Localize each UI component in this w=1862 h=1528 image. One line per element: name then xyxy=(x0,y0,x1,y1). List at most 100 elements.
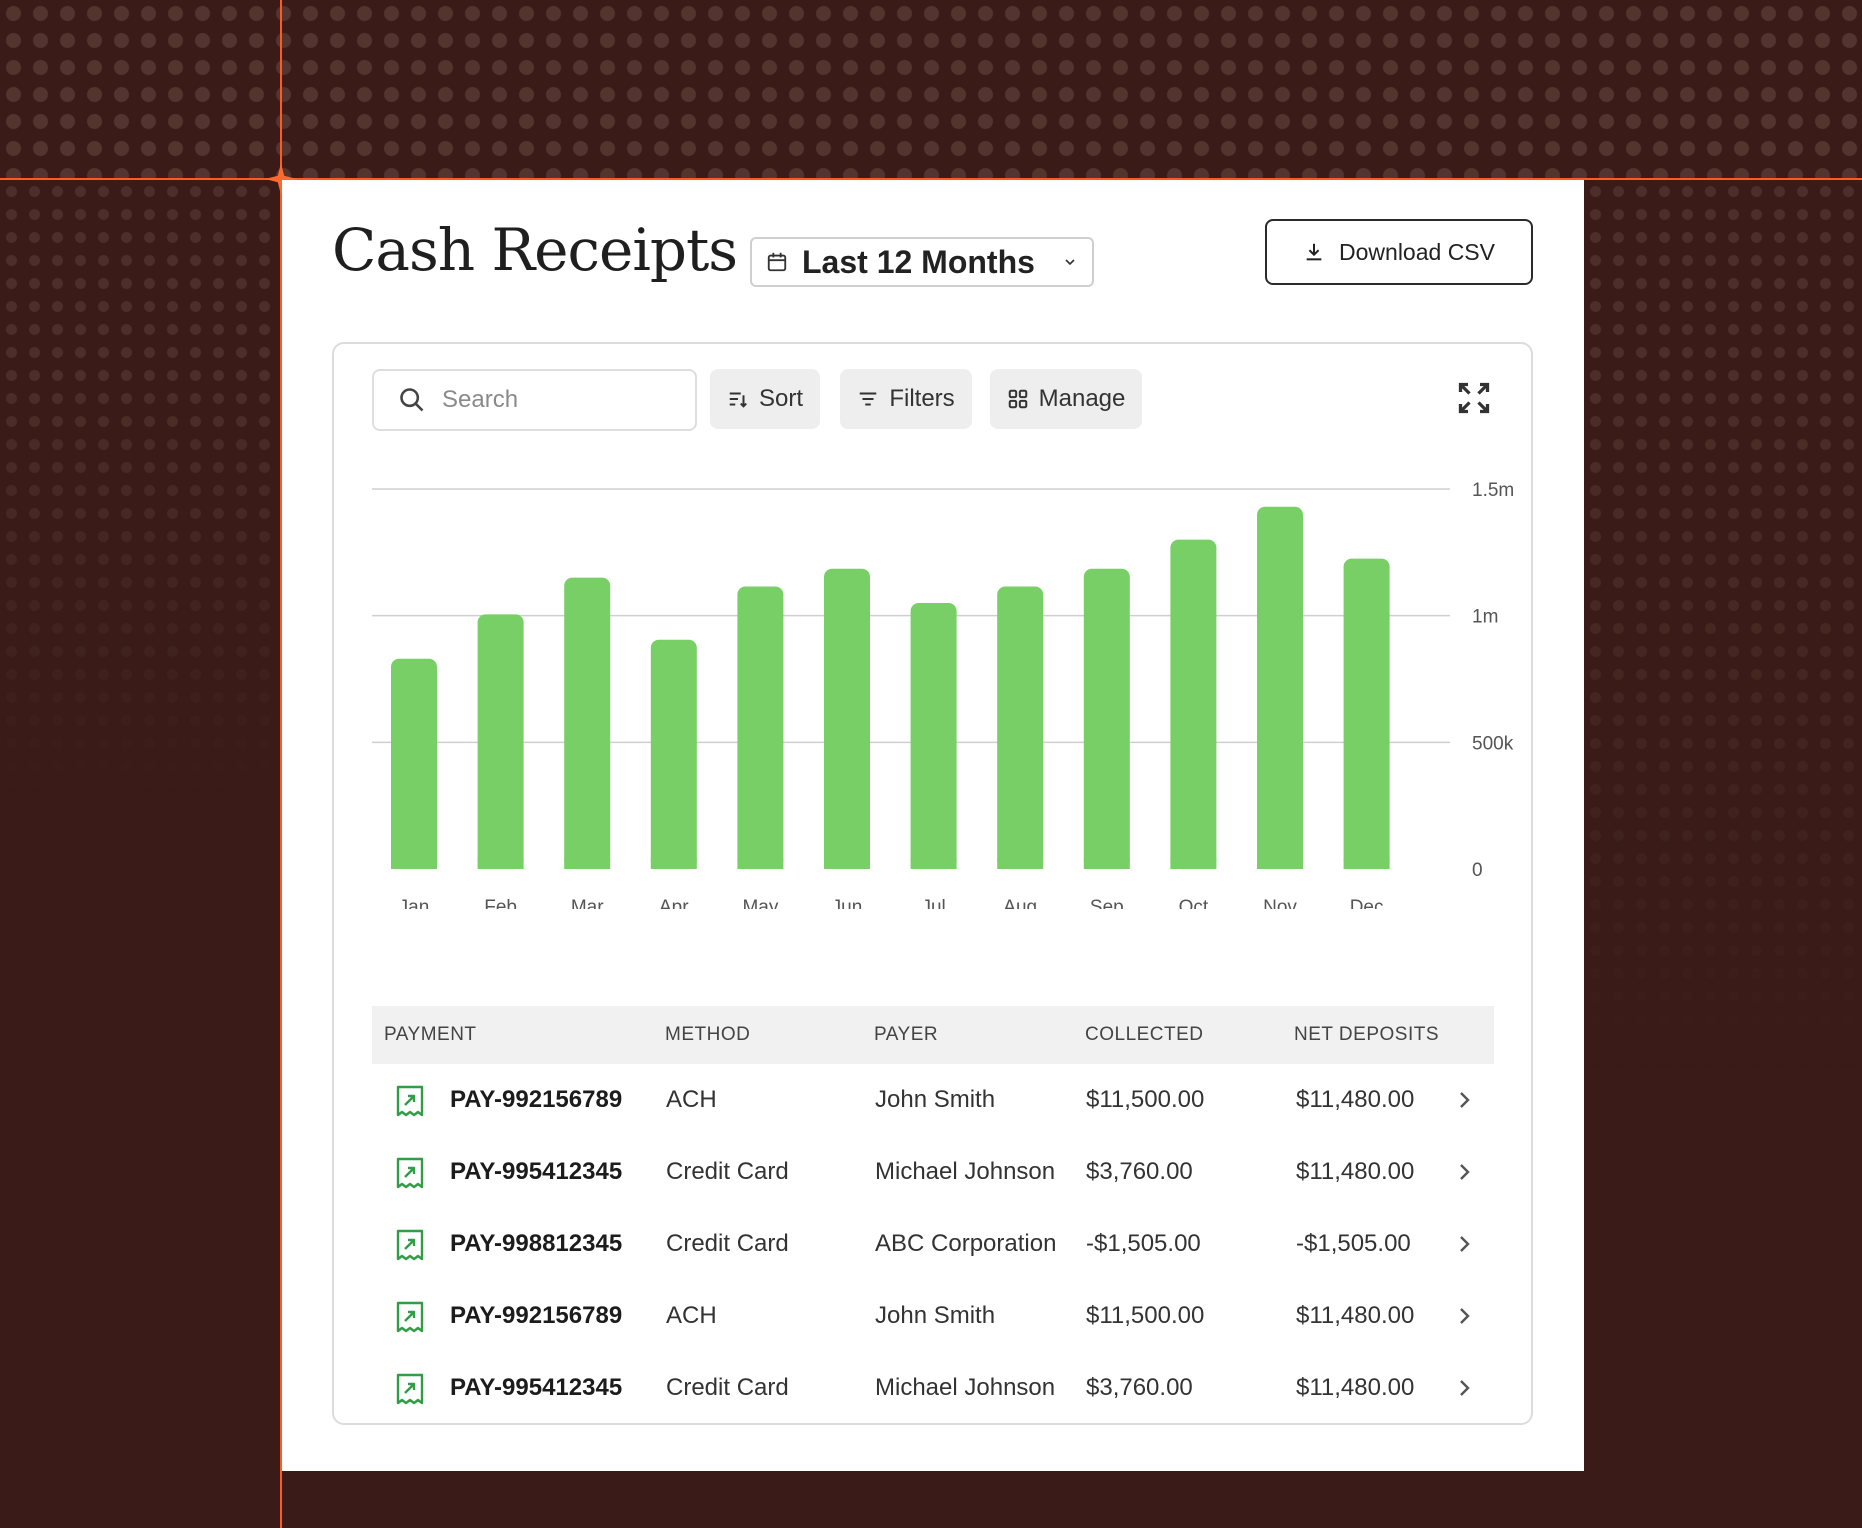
bar-oct[interactable] xyxy=(1170,539,1217,869)
payment-method: ACH xyxy=(666,1086,717,1113)
x-tick-label: Feb xyxy=(484,897,517,909)
y-tick-label: 1.5m xyxy=(1472,480,1514,501)
collected-amount: $11,500.00 xyxy=(1086,1086,1205,1113)
bar-dec[interactable] xyxy=(1343,558,1390,869)
bar-base xyxy=(1083,859,1130,869)
chevron-down-icon xyxy=(1065,259,1075,266)
bar-base xyxy=(1257,859,1303,869)
bar-base xyxy=(997,859,1044,869)
x-tick-label: May xyxy=(742,897,778,909)
chevron-right-icon[interactable] xyxy=(1452,1160,1476,1184)
x-tick-label: Sep xyxy=(1090,897,1124,909)
bar-may[interactable] xyxy=(737,586,784,869)
payment-method: Credit Card xyxy=(666,1230,789,1257)
payment-id: PAY-992156789 xyxy=(450,1302,623,1329)
sort-icon xyxy=(729,392,747,408)
receipt-icon xyxy=(396,1301,424,1333)
y-tick-label: 1m xyxy=(1472,607,1498,628)
table-header: PAYMENT METHOD PAYER COLLECTED NET DEPOS… xyxy=(372,1006,1494,1064)
receipt-icon xyxy=(396,1373,424,1405)
bar-jun[interactable] xyxy=(824,568,870,869)
receipt-icon xyxy=(396,1157,424,1189)
payer-name: Michael Johnson xyxy=(875,1158,1056,1185)
sort-label: Sort xyxy=(758,385,803,412)
payment-id: PAY-995412345 xyxy=(450,1374,623,1401)
bar-base xyxy=(564,859,611,869)
payment-method: ACH xyxy=(666,1302,717,1329)
net-deposits-amount: $11,480.00 xyxy=(1296,1086,1415,1113)
x-tick-label: Jan xyxy=(399,897,430,909)
x-tick-label: Jun xyxy=(832,897,863,909)
net-deposits-amount: -$1,505.00 xyxy=(1296,1230,1411,1257)
vertical-guide-line xyxy=(280,0,282,1528)
table-row[interactable]: PAY-995412345 Credit Card Michael Johnso… xyxy=(372,1136,1494,1208)
x-tick-label: Oct xyxy=(1179,897,1209,909)
expand-icon[interactable] xyxy=(1456,380,1492,416)
collected-amount: $3,760.00 xyxy=(1086,1374,1193,1401)
dotted-background-left xyxy=(0,180,280,800)
y-tick-label: 500k xyxy=(1472,733,1514,754)
search-placeholder: Search xyxy=(442,386,519,413)
payment-id: PAY-992156789 xyxy=(450,1086,623,1113)
bar-feb[interactable] xyxy=(477,614,524,869)
bar-base xyxy=(650,859,697,869)
date-range-select[interactable]: Last 12 Months xyxy=(750,237,1094,287)
payment-id: PAY-995412345 xyxy=(450,1158,623,1185)
table-row[interactable]: PAY-992156789 ACH John Smith $11,500.00 … xyxy=(372,1280,1494,1352)
filters-button[interactable]: Filters xyxy=(840,369,972,429)
bar-jan[interactable] xyxy=(391,658,437,869)
bar-apr[interactable] xyxy=(650,639,697,869)
x-tick-label: Mar xyxy=(571,897,604,909)
page-title: Cash Receipts xyxy=(332,216,738,284)
net-deposits-amount: $11,480.00 xyxy=(1296,1374,1415,1401)
dotted-background-right xyxy=(1584,180,1862,1080)
receipt-icon xyxy=(396,1085,424,1117)
download-csv-button[interactable]: Download CSV xyxy=(1265,219,1533,285)
grid-icon xyxy=(1008,389,1027,409)
filter-icon xyxy=(860,392,877,406)
chevron-right-icon[interactable] xyxy=(1452,1232,1476,1256)
table-row[interactable]: PAY-992156789 ACH John Smith $11,500.00 … xyxy=(372,1064,1494,1136)
dotted-background-top xyxy=(0,0,1862,180)
search-input[interactable]: Search xyxy=(372,369,697,431)
bar-aug[interactable] xyxy=(997,586,1044,869)
sort-button[interactable]: Sort xyxy=(710,369,820,429)
chevron-right-icon[interactable] xyxy=(1452,1304,1476,1328)
net-deposits-amount: $11,480.00 xyxy=(1296,1302,1415,1329)
collected-amount: $11,500.00 xyxy=(1086,1302,1205,1329)
net-deposits-amount: $11,480.00 xyxy=(1296,1158,1415,1185)
x-tick-label: Dec xyxy=(1350,897,1384,909)
payer-name: ABC Corporation xyxy=(875,1230,1057,1257)
table-row[interactable]: PAY-995412345 Credit Card Michael Johnso… xyxy=(372,1352,1494,1424)
report-panel: Search Sort Filters xyxy=(332,342,1533,1425)
x-tick-label: Nov xyxy=(1263,897,1297,909)
chevron-right-icon[interactable] xyxy=(1452,1376,1476,1400)
download-csv-label: Download CSV xyxy=(1339,238,1495,265)
bar-base xyxy=(1170,859,1217,869)
bar-base xyxy=(1343,859,1390,869)
bar-base xyxy=(824,859,870,869)
download-icon xyxy=(1306,243,1322,261)
collected-amount: $3,760.00 xyxy=(1086,1158,1193,1185)
payment-method: Credit Card xyxy=(666,1374,789,1401)
manage-button[interactable]: Manage xyxy=(990,369,1142,429)
horizontal-guide-line xyxy=(0,178,1862,180)
bar-nov[interactable] xyxy=(1257,506,1303,869)
bar-base xyxy=(391,859,437,869)
bar-mar[interactable] xyxy=(564,577,611,869)
table-body: PAY-992156789 ACH John Smith $11,500.00 … xyxy=(372,1064,1494,1424)
filters-label: Filters xyxy=(889,385,955,412)
column-header-net-deposits: NET DEPOSITS xyxy=(1294,1024,1440,1045)
y-tick-label: 0 xyxy=(1472,860,1483,881)
table-row[interactable]: PAY-998812345 Credit Card ABC Corporatio… xyxy=(372,1208,1494,1280)
x-tick-label: Jul xyxy=(921,897,945,909)
payer-name: John Smith xyxy=(875,1086,996,1113)
x-tick-label: Aug xyxy=(1003,897,1037,909)
bar-base xyxy=(737,859,784,869)
chevron-right-icon[interactable] xyxy=(1452,1088,1476,1112)
bar-jul[interactable] xyxy=(910,603,957,869)
bar-sep[interactable] xyxy=(1083,568,1130,869)
receipt-icon xyxy=(396,1229,424,1261)
search-icon xyxy=(400,388,424,412)
column-header-collected: COLLECTED xyxy=(1085,1024,1204,1045)
